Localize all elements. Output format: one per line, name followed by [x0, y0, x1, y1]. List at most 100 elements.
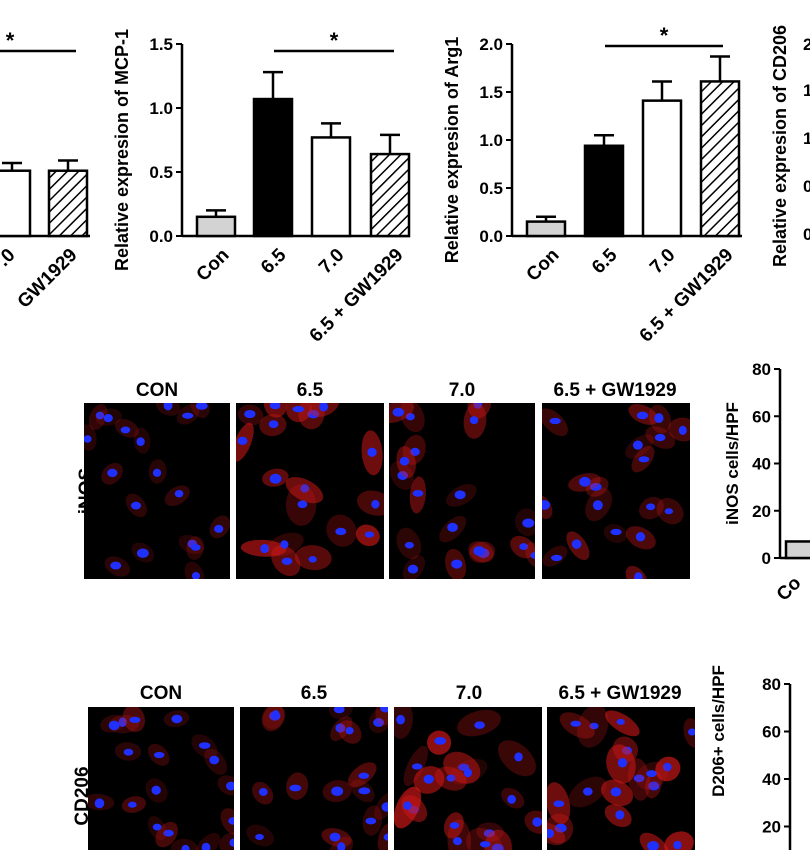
cd206-col-label-con: CON: [139, 683, 183, 704]
nucleus: [226, 781, 234, 791]
nucleus: [446, 774, 456, 782]
nucleus: [463, 768, 472, 778]
inos-col-label-con: CON: [135, 380, 179, 401]
nucleus: [550, 554, 563, 562]
nucleus: [237, 436, 248, 446]
y-tick-label: 2: [803, 35, 810, 54]
nucleus: [522, 518, 535, 528]
y-tick-label: 0: [803, 225, 810, 244]
cytoplasm-stain: [394, 707, 413, 739]
nucleus: [396, 714, 405, 725]
nucleus: [407, 564, 419, 574]
nucleus: [260, 543, 270, 554]
nucleus: [662, 762, 672, 772]
y-tick-label: 1.5: [479, 83, 503, 102]
bar-chart-cropped-right: Relative expresion of CD206 2 1 1 0 0: [770, 25, 810, 267]
inos-micrograph-gw: [542, 403, 690, 579]
inos-micrograph-6-5: [236, 403, 384, 579]
nucleus: [447, 522, 458, 532]
y-tick-label: 0.5: [479, 179, 503, 198]
y-axis-label: iNOS cells/HPF: [723, 402, 742, 525]
nucleus: [195, 403, 208, 410]
nucleus: [589, 722, 599, 730]
y-tick-label: 0.0: [149, 227, 173, 246]
nucleus: [383, 833, 388, 841]
nucleus: [554, 823, 567, 833]
nucleus: [449, 822, 460, 829]
y-tick-label: 60: [752, 407, 771, 426]
nucleus: [589, 482, 602, 491]
inos-col-label-6-5: 6.5: [296, 380, 324, 401]
nucleus: [654, 433, 666, 442]
cd206-col-label-7-0: 7.0: [455, 683, 483, 704]
nucleus: [289, 784, 302, 792]
y-tick-label: 2.0: [479, 35, 503, 54]
bar-2: [641, 99, 683, 238]
nucleus: [118, 717, 127, 728]
nucleus: [123, 748, 134, 756]
nucleus: [654, 413, 664, 424]
bar-0: [784, 540, 810, 560]
cd206-micrograph-7-0: [394, 707, 542, 850]
nucleus: [255, 833, 264, 841]
bar-0: [525, 220, 567, 238]
nucleus: [297, 500, 308, 509]
nucleus: [423, 774, 434, 784]
nucleus: [673, 840, 682, 850]
bar-2: [310, 136, 352, 238]
nucleus: [107, 468, 118, 478]
nucleus: [214, 524, 224, 533]
nucleus: [412, 490, 424, 497]
nucleus: [182, 412, 194, 419]
y-axis-label: D206+ cells/HPF: [709, 665, 728, 797]
bar-1: [583, 144, 625, 238]
nucleus: [244, 409, 256, 419]
nucleus: [451, 559, 463, 569]
y-tick-label: 1: [803, 129, 810, 148]
y-tick-label: 0.0: [479, 227, 503, 246]
y-tick-label: 40: [762, 770, 781, 789]
y-tick-label: 20: [752, 502, 771, 521]
nucleus: [358, 787, 371, 795]
category-label: 7.0: [646, 245, 680, 279]
nucleus: [268, 420, 279, 428]
inos-col-label-7-0: 7.0: [448, 380, 476, 401]
count-charts: 0 20 40 60 80 iNOS cells/HPF Co 20 40 60 80 D206+ c…: [709, 360, 810, 850]
y-tick-label: 0: [762, 549, 771, 568]
nucleus: [410, 447, 420, 456]
nucleus: [646, 503, 656, 511]
nucleus: [181, 844, 190, 850]
nucleus: [152, 468, 162, 477]
nucleus: [647, 841, 659, 850]
nucleus: [129, 716, 141, 723]
nucleus: [473, 546, 485, 556]
nucleus: [636, 411, 649, 420]
bar-2: [47, 169, 89, 238]
nucleus: [392, 407, 405, 417]
nucleus: [358, 772, 370, 779]
nucleus: [632, 440, 643, 450]
nucleus: [507, 794, 516, 804]
nucleus: [547, 828, 555, 838]
nucleus: [258, 787, 268, 796]
nucleus: [664, 508, 674, 515]
y-tick-label: 1.0: [479, 131, 503, 150]
nucleus: [371, 499, 380, 509]
nucleus: [367, 447, 377, 457]
nucleus: [405, 413, 415, 421]
nucleus: [452, 837, 462, 846]
nucleus: [635, 532, 646, 542]
nucleus: [532, 817, 542, 827]
cd206-micrograph-gw: [547, 707, 695, 850]
nucleus: [136, 548, 149, 558]
nucleus: [530, 551, 535, 559]
nucleus: [280, 540, 289, 549]
nucleus: [634, 572, 643, 579]
nucleus: [103, 414, 113, 423]
nucleus: [381, 802, 388, 812]
nucleus: [229, 838, 234, 847]
y-tick-label: 60: [762, 723, 781, 742]
category-label: GW1929: [14, 245, 82, 313]
nucleus: [678, 425, 687, 435]
y-axis-label: Relative expresion of Arg1: [442, 37, 462, 263]
